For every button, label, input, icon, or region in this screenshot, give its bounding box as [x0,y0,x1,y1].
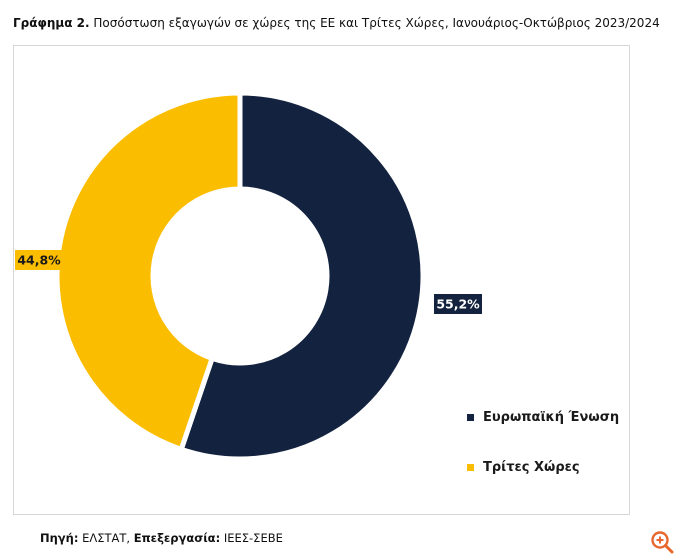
source-note: Πηγή: ΕΛΣΤΑΤ, Επεξεργασία: ΙΕΕΣ-ΣΕΒΕ [40,531,283,545]
source-label: Πηγή: [40,531,79,545]
data-label-third: 44,8% [15,250,63,270]
data-label-eu: 55,2% [434,294,482,314]
donut-slice-third [54,90,243,453]
processing-value: ΙΕΕΣ-ΣΕΒΕ [223,531,283,545]
processing-label: Επεξεργασία: [133,531,221,545]
chart-legend: Ευρωπαϊκή Ένωση Τρίτες Χώρες [467,407,619,507]
legend-label-third: Τρίτες Χώρες [483,459,580,475]
data-label-text-eu: 55,2% [436,297,480,312]
zoom-in-icon [651,531,674,554]
legend-item-eu: Ευρωπαϊκή Ένωση [467,407,619,427]
legend-label-eu: Ευρωπαϊκή Ένωση [483,409,620,425]
chart-title-text: Ποσόστωση εξαγωγών σε χώρες της ΕΕ και Τ… [93,16,660,30]
data-label-text-third: 44,8% [17,253,61,268]
chart-title: Γράφημα 2. Ποσόστωση εξαγωγών σε χώρες τ… [13,16,660,30]
donut-chart: 55,2% 44,8% [15,90,482,462]
zoom-in-button[interactable] [649,529,675,555]
legend-swatch-third [467,463,474,471]
source-value: ΕΛΣΤΑΤ, [82,531,131,545]
chart-title-prefix: Γράφημα 2. [13,16,90,30]
legend-item-third: Τρίτες Χώρες [467,457,619,477]
chart-area: 55,2% 44,8% Ευρωπαϊκή Ένωση Τρίτες Χώρες [13,45,630,515]
legend-swatch-eu [467,413,474,421]
